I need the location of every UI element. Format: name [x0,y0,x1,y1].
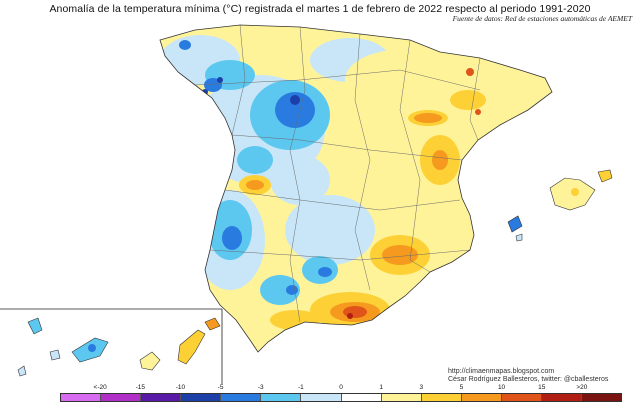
legend-swatch [381,394,422,401]
credits-author: César Rodríguez Ballesteros, twitter: @c… [448,376,609,383]
balearic-islands [507,169,613,242]
color-legend: <-20 -15 -10 -5 -3 -1 0 1 3 5 10 15 >20 [60,384,622,404]
legend-swatch [461,394,502,401]
legend-swatch [181,394,222,401]
legend-tick-label: 1 [379,384,383,391]
legend-swatch [582,394,622,401]
legend-swatch [221,394,262,401]
legend-tick-label: -15 [135,384,145,391]
legend-tick-label: -10 [175,384,186,391]
legend-swatch [341,394,382,401]
legend-tick-label: -5 [217,384,224,391]
legend-color-bar [60,393,622,402]
legend-swatch [421,394,462,401]
legend-tick-label: -1 [297,384,304,391]
legend-tick-label: 15 [538,384,546,391]
legend-swatch [61,394,102,401]
map-title: Anomalía de la temperatura mínima (°C) r… [49,3,591,15]
legend-swatch [101,394,142,401]
legend-swatch [501,394,542,401]
legend-tick-label: 10 [497,384,506,391]
legend-swatch [261,394,302,401]
credits: http://climaenmapas.blogspot.com César R… [448,368,608,384]
canary-islands-inset [0,308,223,384]
legend-tick-label: 3 [419,384,424,391]
data-source-note: Fuente de datos: Red de estaciones autom… [452,14,632,23]
legend-tick-label: 5 [459,384,464,391]
legend-tick-label: -3 [257,384,264,391]
legend-swatch [301,394,342,401]
legend-tick-labels: <-20 -15 -10 -5 -3 -1 0 1 3 5 10 15 >20 [60,384,622,393]
credits-url[interactable]: http://climaenmapas.blogspot.com [448,368,555,375]
legend-tick-label: >20 [576,384,588,391]
legend-swatch [541,394,583,401]
legend-tick-label: 0 [339,384,343,391]
legend-tick-label: <-20 [93,384,107,391]
legend-swatch [141,394,182,401]
peninsula-region [159,24,553,353]
